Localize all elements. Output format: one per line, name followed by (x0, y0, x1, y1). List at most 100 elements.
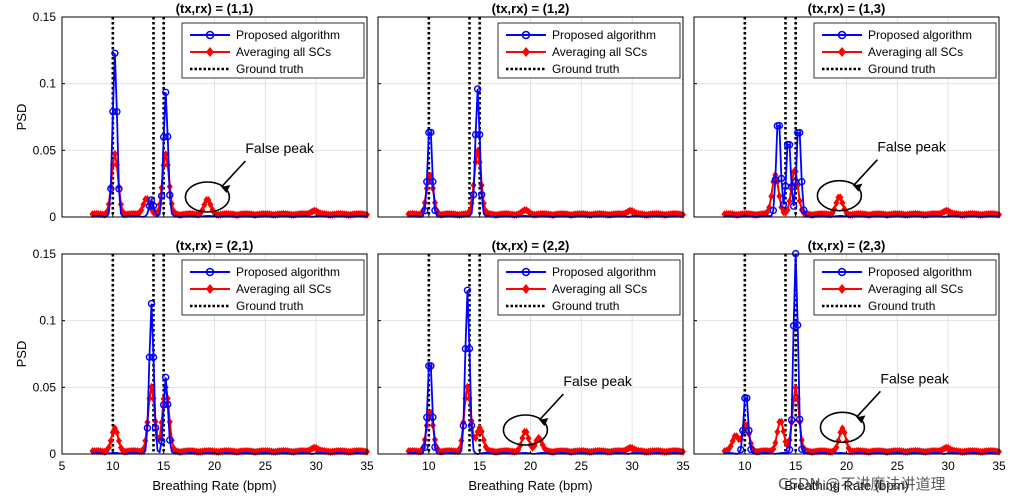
legend-label: Proposed algorithm (868, 265, 972, 279)
x-tick-label: 20 (524, 459, 538, 473)
x-tick-label: 35 (360, 459, 374, 473)
y-tick-label: 0.05 (33, 143, 57, 157)
proposed-point (789, 202, 798, 210)
x-tick-label: 25 (259, 459, 273, 473)
proposed-point (429, 413, 437, 421)
legend-label: Ground truth (552, 62, 619, 76)
x-tick-label: 20 (840, 459, 854, 473)
legend-label: Averaging all SCs (868, 282, 963, 296)
y-tick-label: 0.1 (39, 314, 56, 328)
proposed-series-line (92, 303, 368, 455)
legend-marker (522, 47, 530, 57)
y-axis-label: PSD (14, 104, 29, 131)
proposed-point (429, 177, 437, 186)
legend-label: Averaging all SCs (552, 282, 647, 296)
legend-label: Proposed algorithm (236, 28, 340, 42)
averaging-point (796, 196, 803, 205)
proposed-point (461, 345, 470, 353)
proposed-point (421, 206, 429, 215)
legend-label: Ground truth (868, 299, 935, 313)
proposed-point (159, 133, 168, 141)
proposed-point (157, 192, 166, 200)
legend-marker (206, 47, 214, 57)
annotation-label: False peak (563, 373, 632, 389)
x-tick-label: 35 (676, 459, 690, 473)
proposed-point (779, 200, 788, 209)
legend-marker (837, 267, 847, 277)
chart-panel-3: (tx,rx) = (1,3) Proposed algorithm Averagi… (693, 1, 1002, 219)
x-tick-label: 10 (106, 459, 120, 473)
x-tick-label: 30 (625, 459, 639, 473)
panel-title: (tx,rx) = (1,1) (176, 1, 254, 16)
x-tick-label: 25 (891, 459, 905, 473)
proposed-point (431, 206, 439, 215)
chart-panel-4: 5 10 15 20 25 30 35 0 0.05 0.1 0.15 (tx,rx) = (2,1)… (14, 238, 374, 493)
x-tick-label: 30 (941, 459, 955, 473)
proposed-point (145, 353, 154, 361)
annotation-arrowhead (539, 418, 549, 426)
averaging-point (162, 150, 169, 159)
averaging-point (480, 436, 487, 445)
proposed-point (161, 88, 170, 97)
proposed-point (465, 344, 474, 353)
panel-title: (tx,rx) = (2,3) (808, 238, 886, 253)
legend-marker (205, 267, 215, 277)
averaging-point (792, 383, 799, 392)
legend-label: Proposed algorithm (868, 28, 972, 42)
panel-title: (tx,rx) = (1,3) (808, 1, 886, 16)
x-tick-label: 15 (157, 459, 171, 473)
chart-panel-5: 10 15 20 25 30 35 (tx,rx) = (2,2) Breathing Rat… (377, 238, 690, 493)
annotation-arrow (855, 390, 882, 418)
proposed-point (785, 445, 794, 454)
proposed-point (427, 128, 435, 137)
averaging-point (523, 427, 530, 436)
averaging-point (772, 438, 779, 447)
proposed-point (473, 85, 482, 93)
proposed-point (796, 415, 804, 423)
annotation-arrowhead (853, 183, 863, 192)
x-axis-label: Breathing Rate (bpm) (468, 478, 592, 493)
averaging-point (841, 428, 848, 437)
averaging-point (519, 434, 526, 443)
proposed-point (798, 445, 806, 453)
averaging-point (113, 428, 120, 437)
annotation-label: False peak (245, 140, 314, 156)
x-tick-label: 25 (575, 459, 589, 473)
proposed-point (775, 121, 784, 130)
proposed-point (787, 416, 796, 424)
legend-label: Ground truth (236, 299, 303, 313)
proposed-point (798, 177, 806, 186)
annotation-arrow (220, 160, 246, 188)
proposed-point (796, 128, 804, 137)
proposed-point (737, 445, 745, 454)
averaging-point (472, 434, 479, 443)
y-tick-label: 0.1 (39, 77, 56, 91)
proposed-point (459, 422, 468, 430)
annotation-label: False peak (877, 139, 946, 155)
averaging-point (843, 437, 850, 446)
proposed-point (745, 426, 753, 435)
proposed-point (787, 183, 796, 191)
proposed-point (478, 190, 486, 199)
proposed-series-line (724, 253, 1000, 455)
proposed-point (166, 191, 174, 199)
proposed-series-line (92, 53, 368, 218)
proposed-point (794, 321, 802, 329)
averaging-point (105, 443, 112, 452)
proposed-point (789, 322, 798, 330)
legend-marker (837, 30, 847, 40)
proposed-point (785, 141, 794, 149)
proposed-point (164, 132, 172, 141)
averaging-point (778, 417, 785, 426)
proposed-point (149, 353, 158, 361)
proposed-point (151, 424, 160, 432)
chart-panel-1: 0 0.05 0.1 0.15 (tx,rx) = (1,1) PSD Proposed a… (14, 1, 370, 224)
false-peak-ellipse (184, 181, 231, 213)
proposed-point (166, 436, 174, 444)
proposed-point (164, 400, 172, 409)
averaging-point (474, 146, 481, 155)
averaging-point (138, 206, 145, 215)
legend-marker (521, 30, 531, 40)
y-tick-label: 0 (49, 210, 56, 224)
proposed-point (143, 424, 152, 432)
